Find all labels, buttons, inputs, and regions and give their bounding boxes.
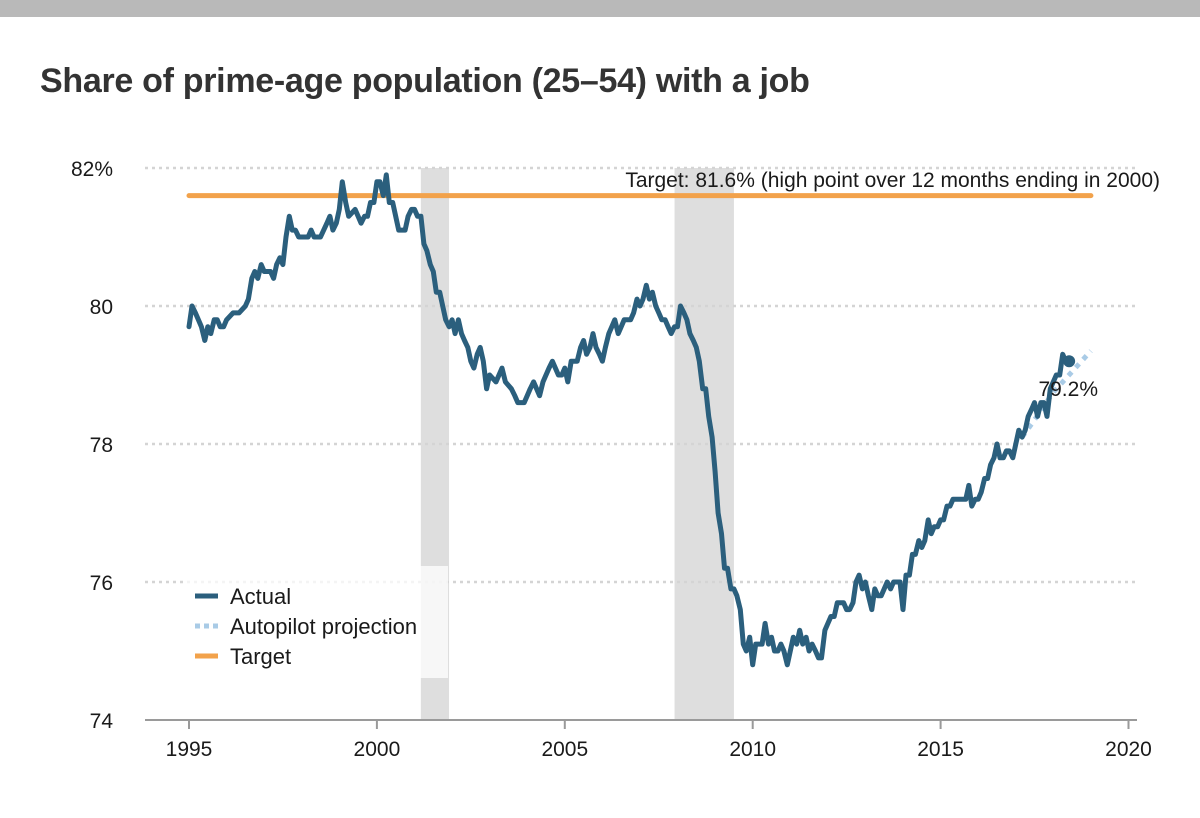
chart-title: Share of prime-age population (25–54) wi… [40,62,810,100]
legend-label-target: Target [230,644,291,669]
y-tick-label-74: 74 [90,710,114,733]
legend: Actual Autopilot projection Target [186,566,448,678]
end-value-annotation: 79.2% [1038,378,1098,401]
series-line-autopilot-projection [1020,349,1093,439]
series-lines [186,172,1094,668]
recession-band-2 [674,168,734,720]
annotations: Target: 81.6% (high point over 12 months… [625,169,1160,401]
x-tick-label-2015: 2015 [917,738,964,761]
legend-label-autopilot-projection: Autopilot projection [230,614,417,639]
x-tick-label-2005: 2005 [541,738,588,761]
gridlines [145,166,1137,584]
y-tick-label-76: 76 [90,572,113,595]
y-tick-label-78: 78 [90,434,113,457]
target-annotation: Target: 81.6% (high point over 12 months… [625,169,1160,192]
end-point-marker [1063,355,1076,368]
series-line-actual [186,172,1072,668]
x-tick-labels: 1995 2000 2005 2010 2015 2020 [166,738,1152,761]
y-tick-label-82: 82% [71,158,113,181]
top-bar [0,0,1200,17]
x-tick-label-1995: 1995 [166,738,213,761]
x-tick-label-2000: 2000 [354,738,401,761]
legend-label-actual: Actual [230,584,291,609]
y-tick-label-80: 80 [90,296,113,319]
x-tick-label-2020: 2020 [1105,738,1152,761]
x-tick-label-2010: 2010 [729,738,776,761]
legend-background [186,566,448,678]
y-tick-labels: 74 76 78 80 82% [71,158,113,733]
x-axis [145,719,1137,729]
